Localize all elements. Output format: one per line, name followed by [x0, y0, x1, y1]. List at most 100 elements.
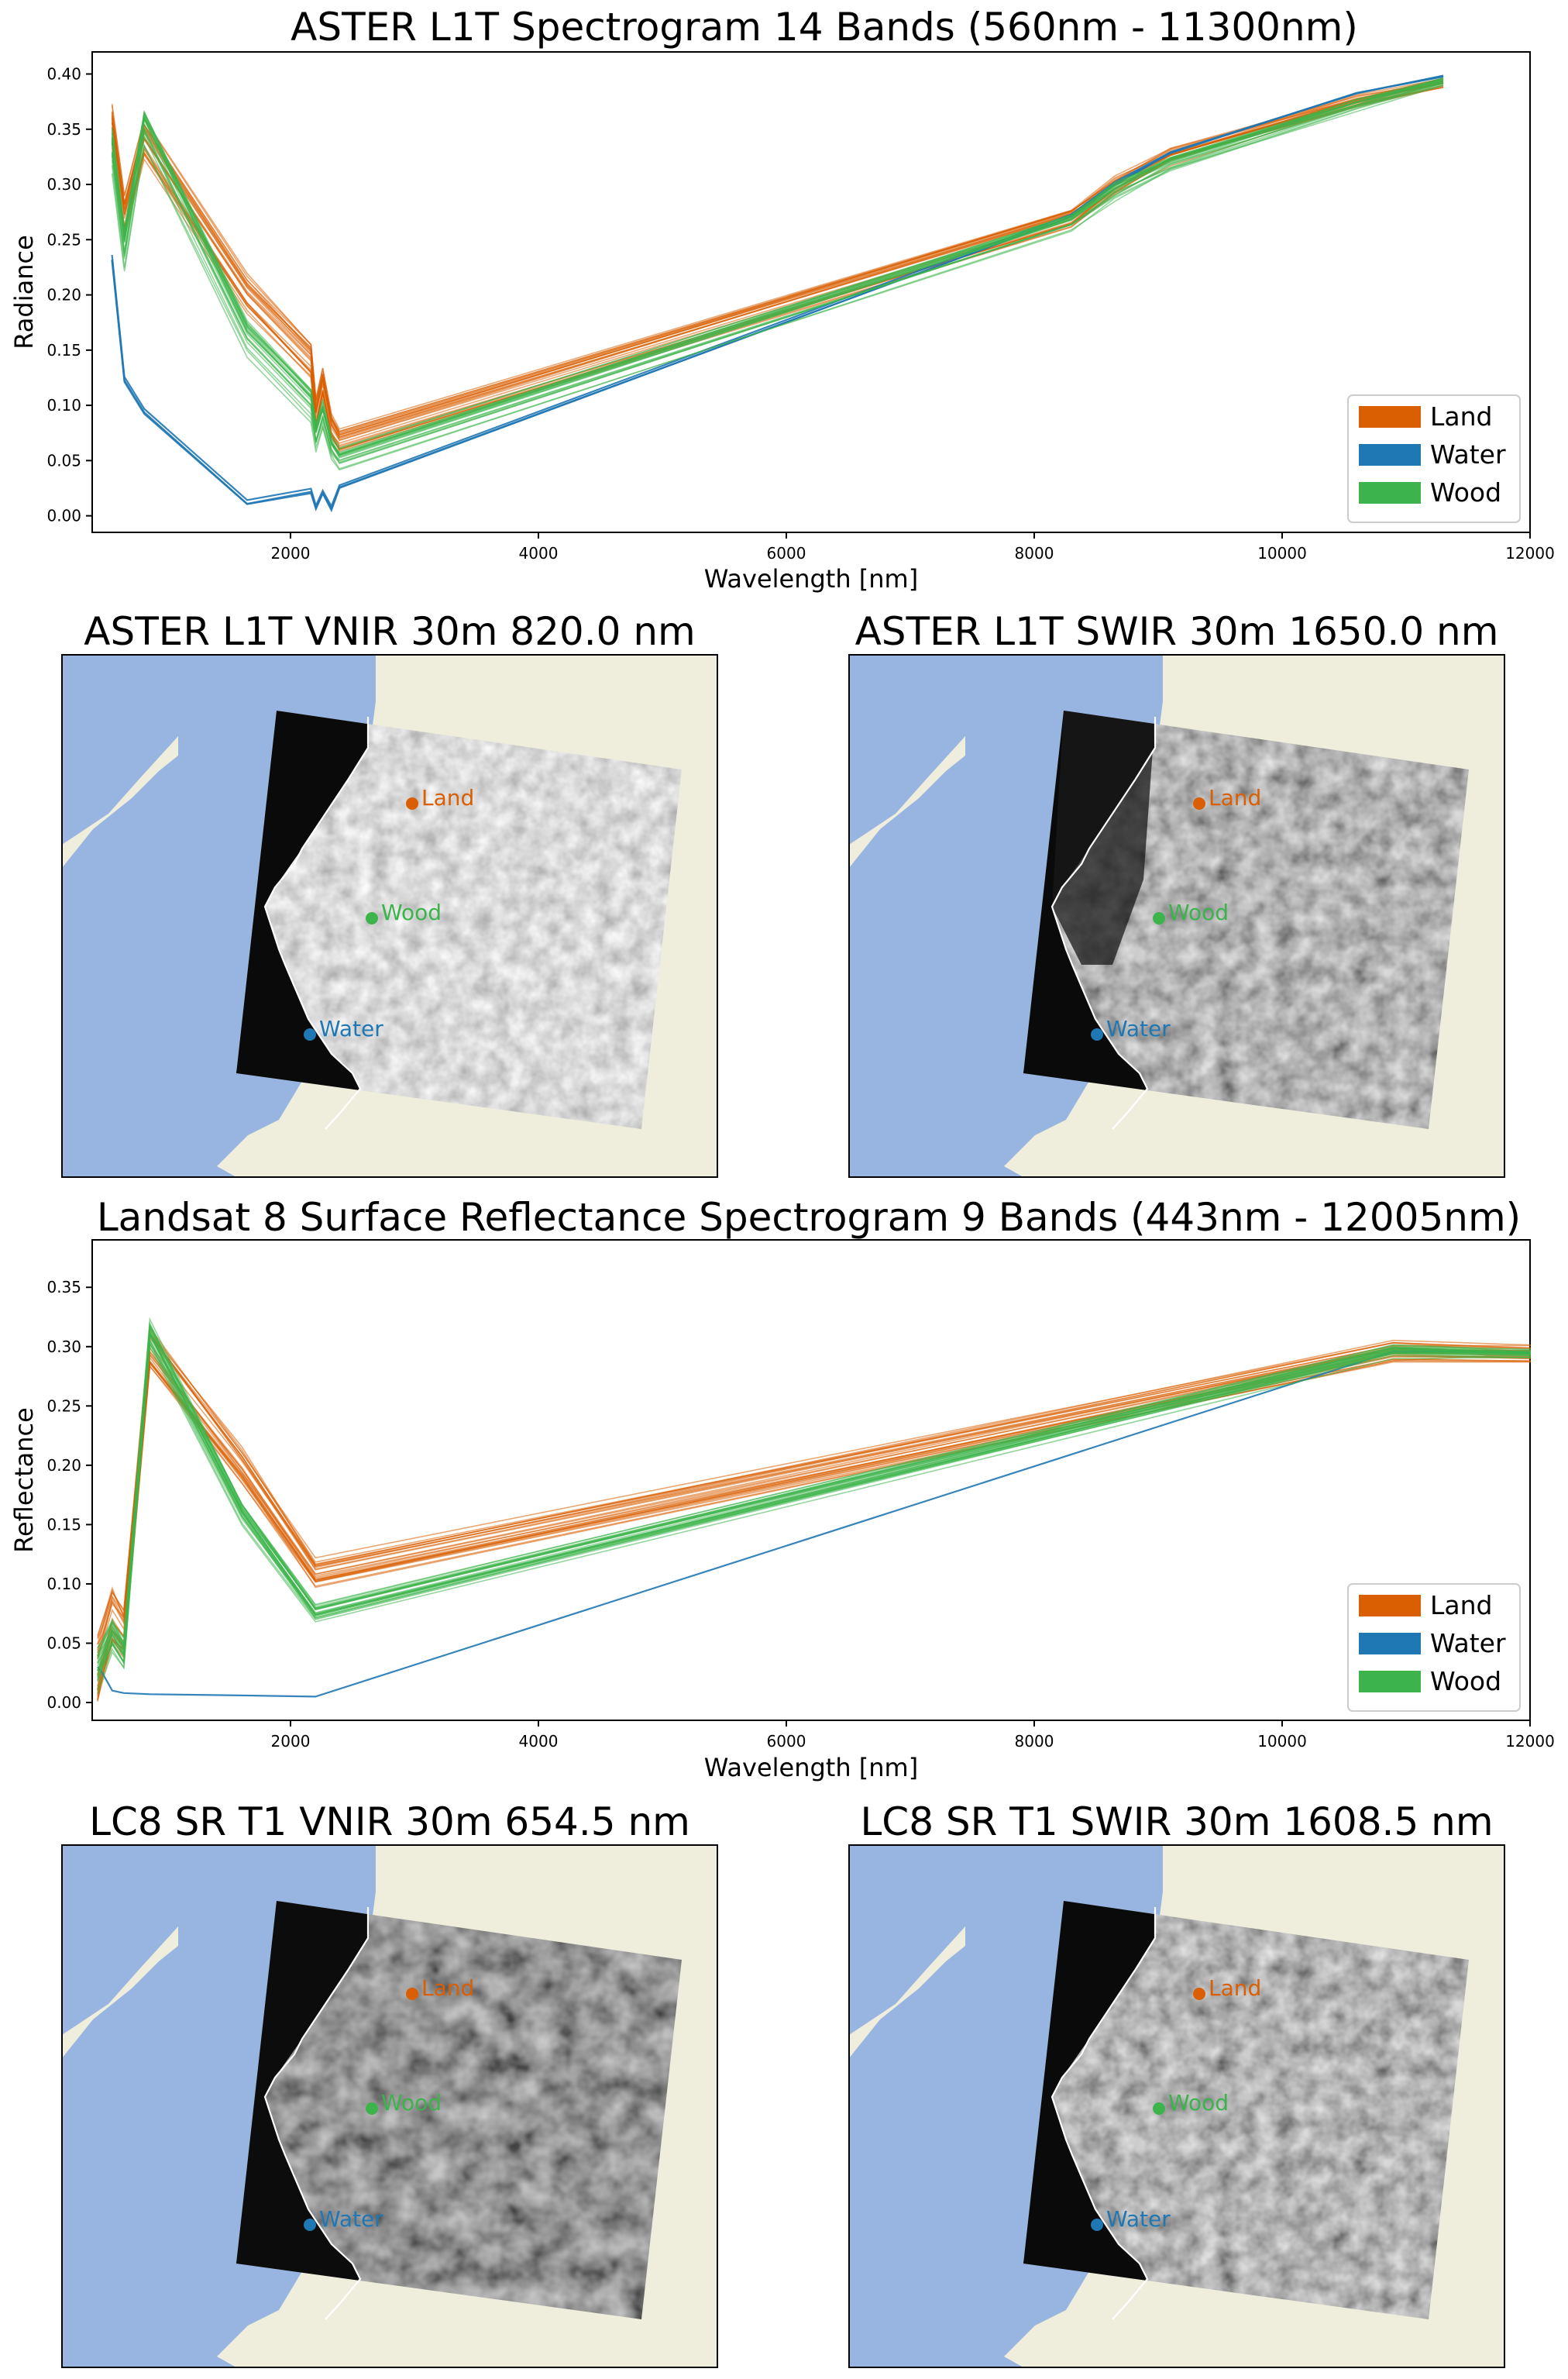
legend-swatch-land	[1359, 1595, 1421, 1616]
land-label: Land	[1209, 1975, 1261, 2001]
x-tick-label: 8000	[1015, 544, 1054, 563]
land-marker	[406, 1988, 418, 2000]
map-frame	[848, 1844, 1505, 2368]
map-frame	[61, 1844, 718, 2368]
x-tick-label: 2000	[271, 1732, 311, 1751]
series-line-wood	[97, 1337, 1531, 1682]
satellite-scene	[236, 1901, 682, 2319]
axis-ticks: 2000 4000 6000 8000 10000 12000 0.00 0.05 0.10 0.…	[46, 65, 1554, 563]
water-marker	[1091, 2219, 1103, 2231]
y-tick-label: 0.10	[46, 1575, 81, 1593]
legend-swatch-wood	[1359, 482, 1421, 504]
water-marker	[304, 2219, 316, 2231]
series-line-wood	[97, 1330, 1531, 1671]
series-line-wood	[97, 1333, 1531, 1678]
wood-label: Wood	[381, 900, 442, 925]
y-axis-label: Radiance	[9, 235, 39, 349]
landsat-spectrogram-chart: Landsat 8 Surface Reflectance Spectrogra…	[9, 1195, 1555, 1782]
aster-swir-map-panel: ASTER L1T SWIR 30m 1650.0 nm Land Wood Wat…	[848, 609, 1505, 1178]
series-line-land	[97, 1348, 1531, 1675]
water-label: Water	[319, 2206, 383, 2232]
land-label: Land	[1209, 785, 1261, 811]
legend: Land Water Wood	[1347, 394, 1521, 523]
map-title: LC8 SR T1 VNIR 30m 654.5 nm	[89, 1799, 690, 1844]
series-line-water	[111, 74, 1444, 511]
map-layers: Land Wood Water	[62, 1845, 717, 2367]
series-line-wood	[97, 1338, 1531, 1680]
water-marker	[1091, 1028, 1103, 1041]
y-tick-label: 0.20	[46, 286, 81, 305]
map-title: ASTER L1T SWIR 30m 1650.0 nm	[855, 609, 1499, 654]
lc8-vnir-map: Land Wood Water	[61, 1844, 718, 2368]
series-line-wood	[97, 1331, 1531, 1671]
satellite-scene	[1023, 711, 1469, 1129]
satellite-scene	[236, 711, 682, 1129]
lc8-swir-map-panel: LC8 SR T1 SWIR 30m 1608.5 nm Land Wood Wat…	[848, 1799, 1505, 2368]
series-line-wood	[97, 1323, 1531, 1663]
land-marker	[1193, 797, 1205, 810]
legend-label-land: Land	[1430, 401, 1492, 432]
series-line-land	[97, 1355, 1531, 1690]
series-line-wood	[97, 1341, 1531, 1690]
wood-label: Wood	[381, 2090, 442, 2116]
coast-boundary	[263, 717, 370, 1130]
coast-boundary	[1050, 717, 1157, 1130]
y-tick-label: 0.15	[46, 1515, 81, 1534]
y-tick-label: 0.20	[46, 1456, 81, 1475]
y-tick-label: 0.15	[46, 341, 81, 360]
y-tick-label: 0.05	[46, 1634, 81, 1652]
wood-label: Wood	[1168, 2090, 1229, 2116]
chart-title: Landsat 8 Surface Reflectance Spectrogra…	[97, 1195, 1521, 1240]
map-layers: Land Wood Water	[849, 1845, 1504, 2367]
wood-label: Wood	[1168, 900, 1229, 925]
series-line-land	[97, 1350, 1531, 1687]
satellite-scene	[1023, 1901, 1469, 2319]
land-label: Land	[421, 1975, 474, 2001]
series-line-wood	[97, 1341, 1531, 1681]
legend-label-wood: Wood	[1430, 477, 1501, 508]
water-label: Water	[319, 1016, 383, 1041]
aster-swir-map: Land Wood Water	[848, 654, 1505, 1178]
series-line-water	[97, 1350, 1531, 1698]
series-line-land	[97, 1358, 1531, 1702]
series-line-wood	[97, 1339, 1531, 1681]
legend-swatch-wood	[1359, 1671, 1421, 1692]
plot-frame	[91, 51, 1531, 533]
series-line-wood	[97, 1332, 1531, 1671]
series-line-water	[111, 74, 1444, 508]
series-line-land	[97, 1348, 1531, 1677]
y-tick-label: 0.00	[46, 1693, 81, 1712]
water-label: Water	[1106, 2206, 1171, 2232]
map-layers: Land Wood Water	[62, 655, 717, 1177]
series-line-land	[97, 1355, 1531, 1697]
x-tick-label: 4000	[519, 544, 559, 563]
legend-label-land: Land	[1430, 1590, 1492, 1620]
wood-marker	[1153, 2102, 1165, 2115]
series-line-land	[97, 1361, 1531, 1700]
legend-swatch-land	[1359, 406, 1421, 428]
map-frame	[848, 654, 1505, 1178]
legend: Land Water Wood	[1347, 1583, 1521, 1712]
series-line-land	[97, 1353, 1531, 1699]
aster-vnir-map-panel: ASTER L1T VNIR 30m 820.0 nm Land Wood Wate…	[61, 609, 718, 1178]
y-tick-label: 0.40	[46, 65, 81, 84]
series-line-land	[97, 1360, 1531, 1701]
y-tick-label: 0.10	[46, 396, 81, 415]
series-line-land	[97, 1352, 1531, 1690]
wood-marker	[1153, 912, 1165, 924]
axis-ticks: 2000 4000 6000 8000 10000 12000 0.00 0.05 0.10 0.…	[46, 1278, 1554, 1751]
x-axis-label: Wavelength [nm]	[704, 564, 918, 594]
x-axis-label: Wavelength [nm]	[704, 1753, 918, 1782]
series-lines	[97, 1317, 1531, 1702]
wood-marker	[366, 912, 378, 924]
legend-label-wood: Wood	[1430, 1666, 1501, 1696]
plot-frame	[91, 1239, 1531, 1721]
y-tick-label: 0.35	[46, 1278, 81, 1296]
y-tick-label: 0.25	[46, 1396, 81, 1415]
y-tick-label: 0.30	[46, 175, 81, 194]
y-axis-label: Reflectance	[9, 1407, 39, 1553]
legend-swatch-water	[1359, 1633, 1421, 1654]
x-tick-label: 10000	[1257, 544, 1307, 563]
chart-title: ASTER L1T Spectrogram 14 Bands (560nm - …	[291, 5, 1358, 50]
